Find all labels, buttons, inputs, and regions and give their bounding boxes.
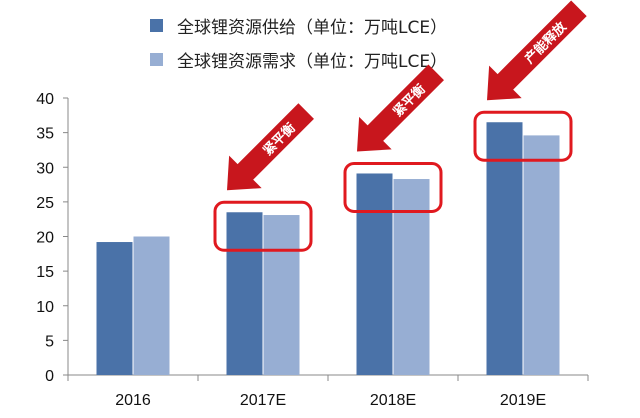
legend: 全球锂资源供给（单位：万吨LCE） 全球锂资源需求（单位：万吨LCE） (150, 8, 447, 76)
callout-arrow-2018E: 紧平衡 (357, 64, 444, 152)
callout-arrow-2017E: 紧平衡 (227, 103, 314, 191)
bar-supply-2017E (226, 212, 263, 375)
callout-label: 产能释放 (522, 18, 571, 67)
bar-demand-2018E (393, 179, 430, 375)
bar-supply-2018E (356, 173, 393, 375)
y-tick-label: 0 (45, 368, 54, 385)
arrow-shape (357, 64, 444, 152)
legend-item-supply: 全球锂资源供给（单位：万吨LCE） (150, 8, 447, 42)
axes: 0 5 10 15 20 25 30 35 40 2016 2017E 2018E 2019E (36, 91, 589, 409)
x-tick-label: 2016 (115, 392, 151, 409)
legend-swatch-demand (150, 52, 163, 66)
bar-supply-2016 (96, 242, 133, 375)
x-tick-label: 2018E (370, 392, 416, 409)
y-tick-label: 20 (36, 230, 54, 247)
y-tick-label: 10 (36, 299, 54, 316)
y-tick-label: 5 (45, 333, 54, 350)
y-tick-label: 30 (36, 160, 54, 177)
bars (96, 122, 560, 375)
x-tick-label: 2017E (240, 392, 286, 409)
y-tick-label: 25 (36, 195, 54, 212)
y-tick-label: 40 (36, 91, 54, 108)
callout-arrow-2019E: 产能释放 (487, 0, 587, 101)
legend-label-supply: 全球锂资源供给（单位：万吨LCE） (177, 17, 448, 38)
bar-demand-2016 (133, 236, 170, 375)
legend-label-demand: 全球锂资源需求（单位：万吨LCE） (177, 51, 448, 72)
legend-item-demand: 全球锂资源需求（单位：万吨LCE） (150, 42, 447, 76)
x-tick-label: 2019E (500, 392, 546, 409)
y-tick-label: 15 (36, 264, 54, 281)
y-tick-label: 35 (36, 126, 54, 143)
highlight-box-2018E (343, 161, 443, 213)
bar-demand-2017E (263, 215, 300, 375)
bar-supply-2019E (486, 122, 523, 375)
legend-swatch-supply (150, 18, 163, 32)
highlight-box-2017E (213, 200, 313, 252)
arrow-shape (487, 0, 587, 101)
bar-demand-2019E (523, 135, 560, 375)
highlight-box-2019E (473, 110, 573, 162)
arrow-shape (227, 103, 314, 191)
